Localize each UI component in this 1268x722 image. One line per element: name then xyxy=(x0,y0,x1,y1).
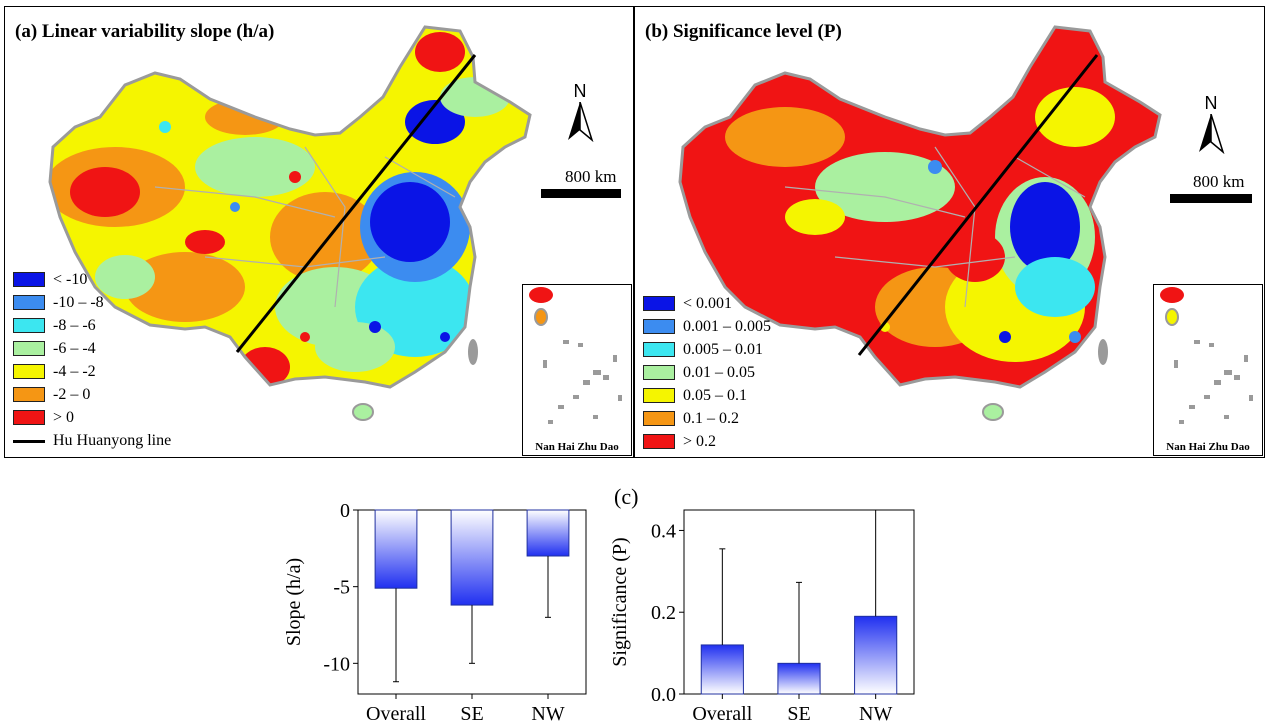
signif-xtick-label-0: Overall xyxy=(692,703,752,722)
signif-bar-0 xyxy=(700,644,744,695)
signif-ytick-label-0: 0.0 xyxy=(651,684,676,706)
panel-b-legend-label-4: 0.05 – 0.1 xyxy=(683,387,747,404)
panel-b: (b) Significance level (P) xyxy=(634,6,1265,458)
signif-xtick-label-2: NW xyxy=(859,703,892,722)
panel-a-legend-label-3: -6 – -4 xyxy=(53,340,96,357)
signif-ytick-label-2: 0.4 xyxy=(651,520,676,542)
slope-ylabel: Slope (h/a) xyxy=(283,558,305,646)
panel-b-legend-label-6: > 0.2 xyxy=(683,433,717,450)
scale-label-a: 800 km xyxy=(565,167,617,186)
signif-ytick-label-1: 0.2 xyxy=(651,602,676,624)
slope-bar-2 xyxy=(526,509,570,557)
panel-a-legend-swatch-6 xyxy=(13,410,45,425)
slope-ytick-label-1: -5 xyxy=(333,577,350,599)
hu-huanyong-line-a xyxy=(235,54,477,353)
panel-a-legend-label-1: -10 – -8 xyxy=(53,294,104,311)
inset-a: Nan Hai Zhu Dao xyxy=(522,284,632,456)
panel-b-legend-label-1: 0.001 – 0.005 xyxy=(683,318,771,335)
panel-b-legend-swatch-5 xyxy=(643,411,675,426)
map-a xyxy=(48,25,532,421)
panel-a-legend-label-5: -2 – 0 xyxy=(53,386,91,403)
slope-ytick-label-2: -10 xyxy=(323,653,350,675)
panel-b-legend-swatch-6 xyxy=(643,434,675,449)
panel-b-legend-label-0: < 0.001 xyxy=(683,295,733,312)
panel-a-legend-label-2: -8 – -6 xyxy=(53,317,96,334)
signif-bar-2 xyxy=(854,615,898,695)
scale-label-b: 800 km xyxy=(1193,172,1245,191)
significance-bar-chart: Overall SE NW 0.0 0.2 0.4 Significance (P) (c) xyxy=(609,484,915,722)
panel-b-legend-swatch-0 xyxy=(643,296,675,311)
map-b xyxy=(678,25,1162,421)
signif-ylabel: Significance (P) xyxy=(609,537,631,666)
north-arrow-a: N xyxy=(560,81,600,147)
slope-xtick-label-2: NW xyxy=(531,703,564,722)
panel-b-legend-swatch-1 xyxy=(643,319,675,334)
slope-bar-chart: Overall SE NW 0 -5 -10 Slope (h/a) xyxy=(283,500,587,722)
slope-bar-1 xyxy=(450,509,494,606)
panel-a-legend-swatch-4 xyxy=(13,364,45,379)
panel-a-title: (a) Linear variability slope (h/a) xyxy=(15,21,275,42)
slope-ytick-label-0: 0 xyxy=(340,500,350,522)
slope-bar-0 xyxy=(374,509,418,589)
panel-b-legend-label-2: 0.005 – 0.01 xyxy=(683,341,763,358)
panel-b-legend-swatch-3 xyxy=(643,365,675,380)
signif-panel-label: (c) xyxy=(614,484,638,509)
panel-b-legend-label-3: 0.01 – 0.05 xyxy=(683,364,755,381)
panel-a-legend-swatch-2 xyxy=(13,318,45,333)
panel-b-legend-swatch-4 xyxy=(643,388,675,403)
panel-a-legend-swatch-0 xyxy=(13,272,45,287)
panel-b-legend-label-5: 0.1 – 0.2 xyxy=(683,410,739,427)
scale-bar-b xyxy=(1170,194,1252,203)
scale-bar-a xyxy=(541,189,621,198)
panel-b-title: (b) Significance level (P) xyxy=(645,21,842,42)
hu-huanyong-line-b xyxy=(857,54,1099,356)
inset-b: Nan Hai Zhu Dao xyxy=(1153,284,1263,456)
panel-a-legend-label-0: < -10 xyxy=(53,271,88,288)
panel-a-legend-swatch-3 xyxy=(13,341,45,356)
panel-a-legend-swatch-5 xyxy=(13,387,45,402)
panel-a: (a) Linear variability slope (h/a) xyxy=(4,6,634,458)
slope-xtick-label-1: SE xyxy=(460,703,483,722)
north-arrow-b: N xyxy=(1191,93,1231,159)
panel-b-legend-swatch-2 xyxy=(643,342,675,357)
panel-a-legend-label-4: -4 – -2 xyxy=(53,363,96,380)
slope-xtick-label-0: Overall xyxy=(366,703,426,722)
panel-a-legend-label-6: > 0 xyxy=(53,409,75,426)
signif-bar-1 xyxy=(777,662,821,695)
panel-a-legend-swatch-1 xyxy=(13,295,45,310)
signif-xtick-label-1: SE xyxy=(787,703,810,722)
